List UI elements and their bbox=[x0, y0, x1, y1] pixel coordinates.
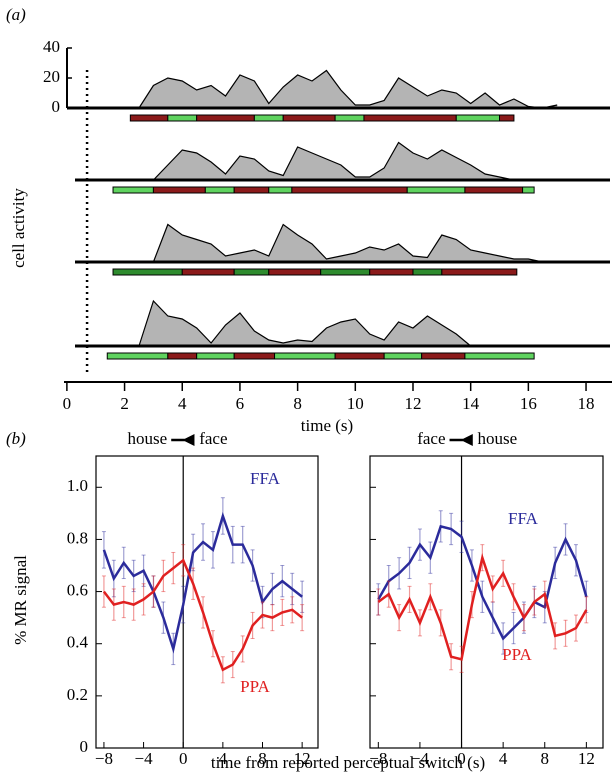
y-tick-label: 0.2 bbox=[67, 685, 88, 704]
percept-segment bbox=[196, 114, 255, 122]
percept-segment bbox=[233, 352, 276, 360]
percept-segment bbox=[112, 268, 183, 276]
annotation-arrow bbox=[449, 433, 473, 447]
activity-fill bbox=[138, 142, 558, 180]
percept-segment bbox=[334, 114, 365, 122]
x-tick-label: 0 bbox=[457, 749, 466, 768]
percept-segment bbox=[320, 268, 371, 276]
percept-segment bbox=[282, 114, 336, 122]
x-tick-label: 8 bbox=[293, 394, 302, 413]
percept-segment bbox=[274, 352, 336, 360]
percept-segment bbox=[167, 114, 198, 122]
series-line bbox=[377, 552, 588, 661]
y-axis-label: % MR signal bbox=[11, 555, 30, 645]
activity-trace bbox=[138, 141, 558, 181]
percept-segment bbox=[412, 268, 443, 276]
series-label: PPA bbox=[502, 645, 532, 664]
percept-segment bbox=[363, 114, 457, 122]
series-label: FFA bbox=[508, 509, 539, 528]
y-tick-label: 1.0 bbox=[67, 476, 88, 495]
activity-fill bbox=[138, 70, 558, 108]
x-axis-label: time (s) bbox=[301, 416, 353, 435]
y-axis-label: cell activity bbox=[9, 188, 28, 268]
x-tick-label: 6 bbox=[236, 394, 245, 413]
y-tick-label: 20 bbox=[43, 67, 60, 86]
y-tick-label: 0 bbox=[80, 737, 89, 756]
percept-segment bbox=[441, 268, 518, 276]
percept-segment bbox=[291, 186, 408, 194]
percept-segment bbox=[253, 114, 284, 122]
percept-segment bbox=[383, 352, 423, 360]
x-tick-label: −4 bbox=[411, 749, 430, 768]
annotation: house bbox=[128, 429, 168, 448]
panel-label: (b) bbox=[6, 429, 26, 448]
y-tick-label: 0.6 bbox=[67, 580, 88, 599]
y-tick-label: 0.8 bbox=[67, 528, 88, 547]
percept-segment bbox=[152, 186, 206, 194]
x-tick-label: 18 bbox=[578, 394, 595, 413]
percept-segment bbox=[233, 268, 270, 276]
series-label: FFA bbox=[250, 469, 281, 488]
y-tick-label: 0.4 bbox=[67, 633, 89, 652]
x-tick-label: 10 bbox=[347, 394, 364, 413]
annotation-arrow bbox=[171, 433, 195, 447]
x-tick-label: 4 bbox=[178, 394, 187, 413]
percept-segment bbox=[181, 268, 235, 276]
y-tick-label: 40 bbox=[43, 37, 60, 56]
plot-frame bbox=[369, 455, 604, 749]
percept-segment bbox=[369, 268, 414, 276]
percept-segment bbox=[268, 186, 293, 194]
percept-segment bbox=[268, 268, 322, 276]
percept-segment bbox=[522, 186, 535, 194]
percept-segment bbox=[106, 352, 169, 360]
x-axis-label: time from reported perceptual switch (s) bbox=[211, 753, 485, 772]
percept-segment bbox=[421, 352, 466, 360]
series-label: PPA bbox=[240, 677, 270, 696]
x-tick-label: 16 bbox=[520, 394, 537, 413]
percept-segment bbox=[167, 352, 198, 360]
annotation: house bbox=[478, 429, 518, 448]
percept-segment bbox=[455, 114, 501, 122]
series-line bbox=[377, 524, 588, 641]
percept-segment bbox=[499, 114, 515, 122]
activity-fill bbox=[138, 301, 558, 346]
x-tick-label: 8 bbox=[541, 749, 550, 768]
x-tick-label: 8 bbox=[258, 749, 267, 768]
percept-segment bbox=[464, 186, 524, 194]
x-tick-label: 14 bbox=[462, 394, 480, 413]
annotation: face bbox=[199, 429, 227, 448]
activity-trace bbox=[138, 223, 558, 263]
percept-segment bbox=[464, 352, 535, 360]
x-tick-label: 4 bbox=[219, 749, 228, 768]
x-tick-label: −8 bbox=[95, 749, 113, 768]
x-tick-label: −8 bbox=[369, 749, 387, 768]
percept-segment bbox=[112, 186, 154, 194]
x-tick-label: −4 bbox=[135, 749, 154, 768]
series-line bbox=[102, 511, 303, 654]
x-tick-label: 0 bbox=[179, 749, 188, 768]
annotation: face bbox=[417, 429, 445, 448]
x-tick-label: 4 bbox=[499, 749, 508, 768]
percept-segment bbox=[129, 114, 169, 122]
x-tick-label: 12 bbox=[404, 394, 421, 413]
activity-fill bbox=[138, 224, 558, 262]
activity-trace bbox=[138, 69, 558, 109]
percept-segment bbox=[406, 186, 466, 194]
y-tick-label: 0 bbox=[52, 97, 61, 116]
percept-segment bbox=[233, 186, 270, 194]
x-tick-label: 0 bbox=[63, 394, 72, 413]
percept-segment bbox=[334, 352, 385, 360]
panel-label: (a) bbox=[6, 5, 26, 24]
plot-frame bbox=[95, 455, 319, 749]
x-tick-label: 2 bbox=[120, 394, 129, 413]
percept-segment bbox=[204, 186, 235, 194]
x-tick-label: 12 bbox=[294, 749, 311, 768]
x-tick-label: 12 bbox=[578, 749, 595, 768]
series-line bbox=[102, 558, 303, 672]
percept-segment bbox=[196, 352, 235, 360]
